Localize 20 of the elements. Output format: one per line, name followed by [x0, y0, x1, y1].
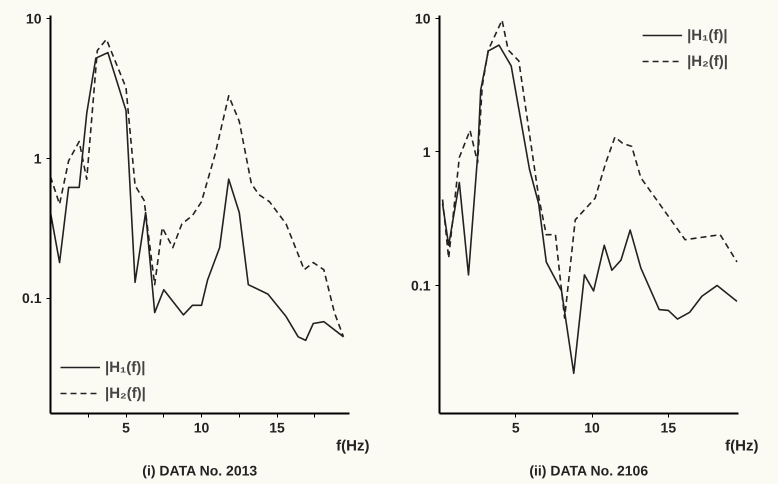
text: (ii) DATA No. 2106 — [529, 462, 648, 478]
legend-label: |H₁(f)| — [105, 358, 146, 376]
x-tick-label: 10 — [584, 420, 600, 436]
y-tick-label: 1 — [422, 144, 431, 160]
legend-label: |H₂(f)| — [105, 384, 146, 402]
legend-label: |H₂(f)| — [687, 52, 728, 70]
x-tick-label: 10 — [194, 420, 210, 436]
y-tick-label: 10 — [26, 10, 42, 26]
x-axis-title: f(Hz) — [725, 438, 759, 454]
y-tick-label: 10 — [414, 10, 431, 26]
y-tick-label: 1 — [34, 150, 42, 166]
legend-label: |H₁(f)| — [687, 26, 728, 44]
y-tick-label: 0.1 — [411, 277, 431, 294]
y-tick-label: 0.1 — [22, 290, 42, 306]
x-tick-label: 15 — [660, 420, 676, 436]
x-tick-label: 5 — [122, 420, 130, 436]
x-tick-label: 5 — [512, 420, 520, 436]
x-axis-title: f(Hz) — [336, 438, 370, 454]
text: (i) DATA No. 2013 — [142, 462, 258, 478]
x-tick-label: 15 — [269, 420, 286, 436]
